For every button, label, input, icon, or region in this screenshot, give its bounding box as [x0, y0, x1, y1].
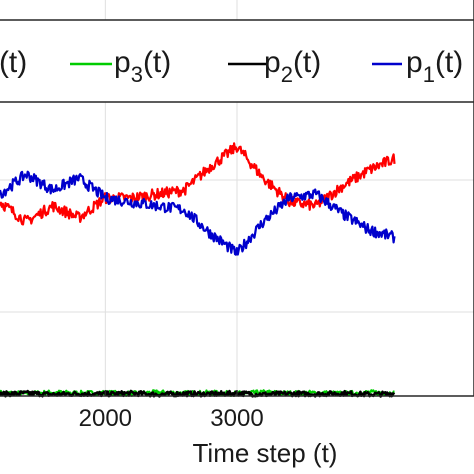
x-ticks: 2000 3000 — [79, 390, 264, 432]
x-axis-label: Time step (t) — [193, 438, 338, 468]
legend-label-2: p2(t) — [264, 46, 321, 87]
series-line-4 — [0, 142, 396, 226]
legend-label-4: p4(t) — [0, 46, 27, 87]
series-lines — [0, 142, 396, 398]
x-tick-label-0: 2000 — [79, 405, 132, 432]
legend: p4(t) p3(t) p2(t) p1(t) — [0, 19, 474, 103]
legend-box — [0, 19, 474, 103]
series-line-1 — [0, 170, 396, 256]
x-tick-label-1: 3000 — [210, 405, 263, 432]
legend-label-3: p3(t) — [114, 46, 171, 87]
series-line-2 — [0, 389, 396, 398]
legend-label-1: p1(t) — [406, 46, 463, 87]
